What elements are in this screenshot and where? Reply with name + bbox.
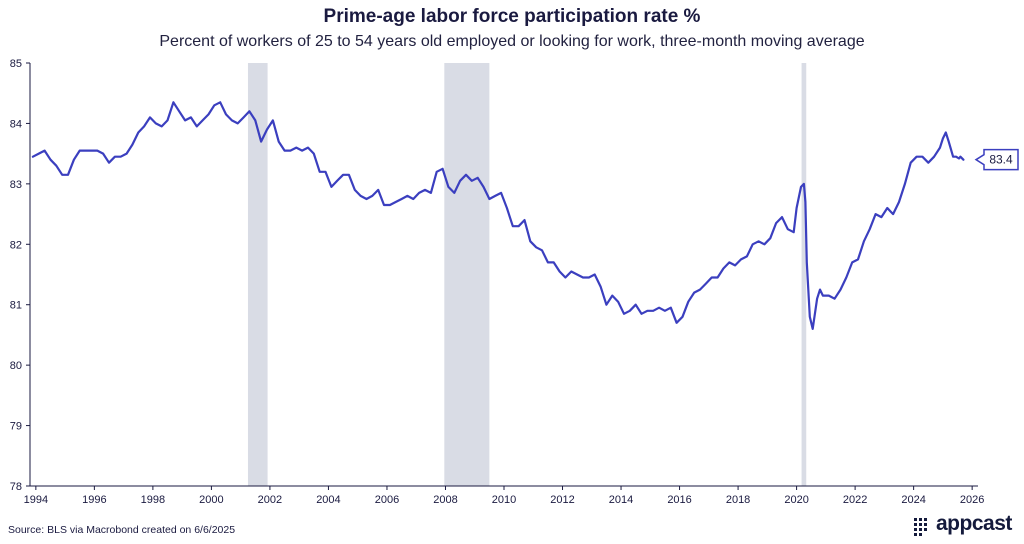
end-value-label: 83.4 <box>989 153 1013 167</box>
recession-band-1 <box>444 63 490 486</box>
x-tick-label-2008: 2008 <box>433 494 457 506</box>
chart-axes: 78 79 80 81 82 83 84 85 1994 1996 1998 2000 2002 2004… <box>10 58 985 506</box>
recession-bands <box>247 63 807 486</box>
logo-text: appcast <box>936 512 1012 535</box>
end-value-box <box>974 148 1019 171</box>
y-tick-label-84: 84 <box>10 118 22 130</box>
y-tick-label-81: 81 <box>10 300 22 312</box>
chart-series <box>31 101 965 330</box>
x-tick-label-1998: 1998 <box>141 494 165 506</box>
chart-title: Prime-age labor force participation rate… <box>323 6 701 27</box>
x-tick-label-2010: 2010 <box>492 494 516 506</box>
chart-subtitle: Percent of workers of 25 to 54 years old… <box>159 33 865 50</box>
y-tick-label-83: 83 <box>10 179 22 191</box>
logo-grid-icon <box>914 518 932 536</box>
recession-band-2 <box>801 63 807 486</box>
y-tick-label-78: 78 <box>10 481 22 493</box>
x-tick-label-1996: 1996 <box>82 494 106 506</box>
x-tick-label-2000: 2000 <box>199 494 223 506</box>
x-tick-label-1994: 1994 <box>24 494 48 506</box>
appcast-logo: appcast <box>914 512 1024 540</box>
x-tick-label-2020: 2020 <box>784 494 808 506</box>
x-tick-label-2024: 2024 <box>901 494 925 506</box>
y-tick-label-82: 82 <box>10 239 22 251</box>
x-tick-label-2006: 2006 <box>375 494 399 506</box>
x-tick-label-2016: 2016 <box>667 494 691 506</box>
x-tick-label-2022: 2022 <box>843 494 867 506</box>
x-tick-label-2018: 2018 <box>726 494 750 506</box>
x-tick-label-2014: 2014 <box>609 494 633 506</box>
x-tick-label-2026: 2026 <box>960 494 984 506</box>
y-tick-label-79: 79 <box>10 421 22 433</box>
source-note: Source: BLS via Macrobond created on 6/6… <box>8 524 236 536</box>
x-tick-label-2004: 2004 <box>316 494 340 506</box>
y-tick-label-85: 85 <box>10 58 22 70</box>
series-line-0 <box>31 101 965 330</box>
x-tick-label-2002: 2002 <box>258 494 282 506</box>
recession-band-0 <box>247 63 268 486</box>
end-value-callout: 83.4 <box>974 148 1019 171</box>
x-tick-label-2012: 2012 <box>550 494 574 506</box>
y-tick-label-80: 80 <box>10 360 22 372</box>
